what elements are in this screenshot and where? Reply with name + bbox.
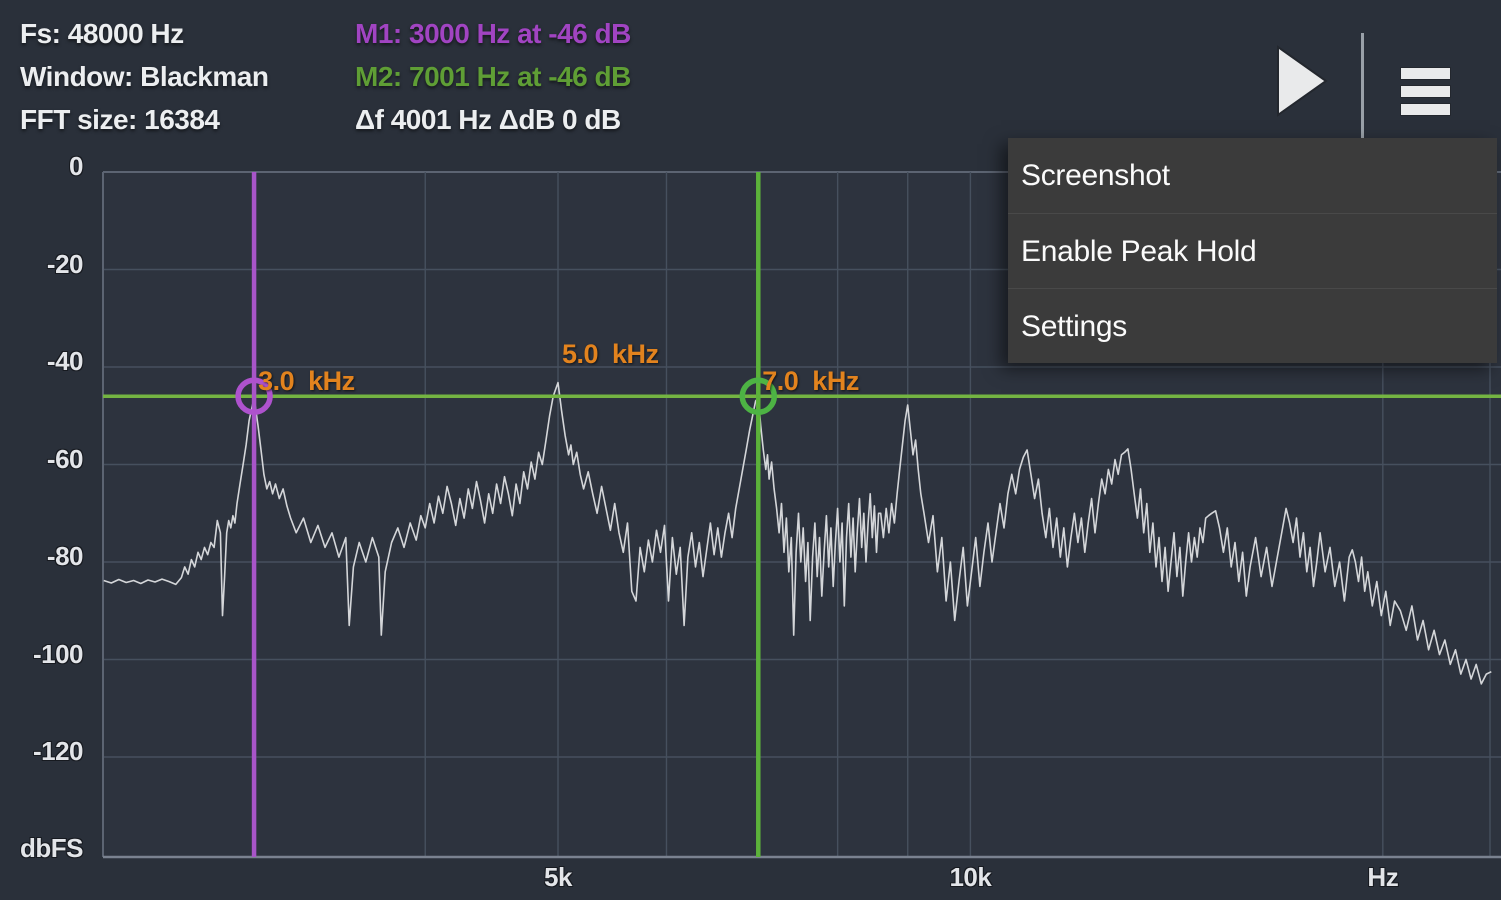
toolbar-divider: [1361, 33, 1364, 138]
peak-label-3.0-khz: 3.0 kHz: [258, 365, 355, 396]
y-axis-label--120: -120: [32, 736, 84, 766]
y-axis-label--60: -60: [46, 443, 84, 474]
marker2-readout: M2: 7001 Hz at -46 dB: [355, 61, 631, 92]
x-axis-label-Hz: Hz: [1367, 862, 1399, 892]
y-axis-label-0: 0: [69, 151, 83, 181]
menu-item-enable-peak-hold[interactable]: Enable Peak Hold: [1008, 213, 1497, 288]
context-menu: Screenshot Enable Peak Hold Settings: [1008, 138, 1497, 363]
play-button[interactable]: [1270, 45, 1334, 117]
toolbar: [1240, 0, 1501, 140]
delta-readout: Δf 4001 Hz ΔdB 0 dB: [355, 104, 621, 135]
y-axis-unit-label: dbFS: [20, 833, 84, 863]
y-axis-label--20: -20: [46, 248, 84, 279]
overflow-menu-button[interactable]: [1398, 55, 1452, 125]
peak-label-5.0-khz: 5.0 kHz: [562, 339, 659, 370]
menu-item-settings[interactable]: Settings: [1008, 288, 1497, 363]
spectrum-trace: [103, 381, 1492, 685]
fft-size-stat: FFT size: 16384: [20, 104, 220, 135]
peak-label-7.0-khz: 7.0 kHz: [762, 365, 859, 396]
window-stat: Window: Blackman: [20, 61, 269, 92]
y-axis-label--100: -100: [32, 638, 84, 669]
sample-rate-stat: Fs: 48000 Hz: [20, 18, 184, 49]
y-axis-label--80: -80: [46, 541, 84, 571]
x-axis-label-10k: 10k: [949, 862, 992, 892]
x-axis-label-5k: 5k: [544, 862, 572, 892]
marker-m1-circle[interactable]: [235, 377, 273, 415]
menu-item-screenshot[interactable]: Screenshot: [1021, 159, 1170, 192]
y-axis-label--40: -40: [46, 346, 84, 376]
play-icon: [1277, 45, 1328, 117]
marker-m2-circle[interactable]: [739, 377, 778, 415]
marker1-readout: M1: 3000 Hz at -46 dB: [355, 18, 631, 49]
